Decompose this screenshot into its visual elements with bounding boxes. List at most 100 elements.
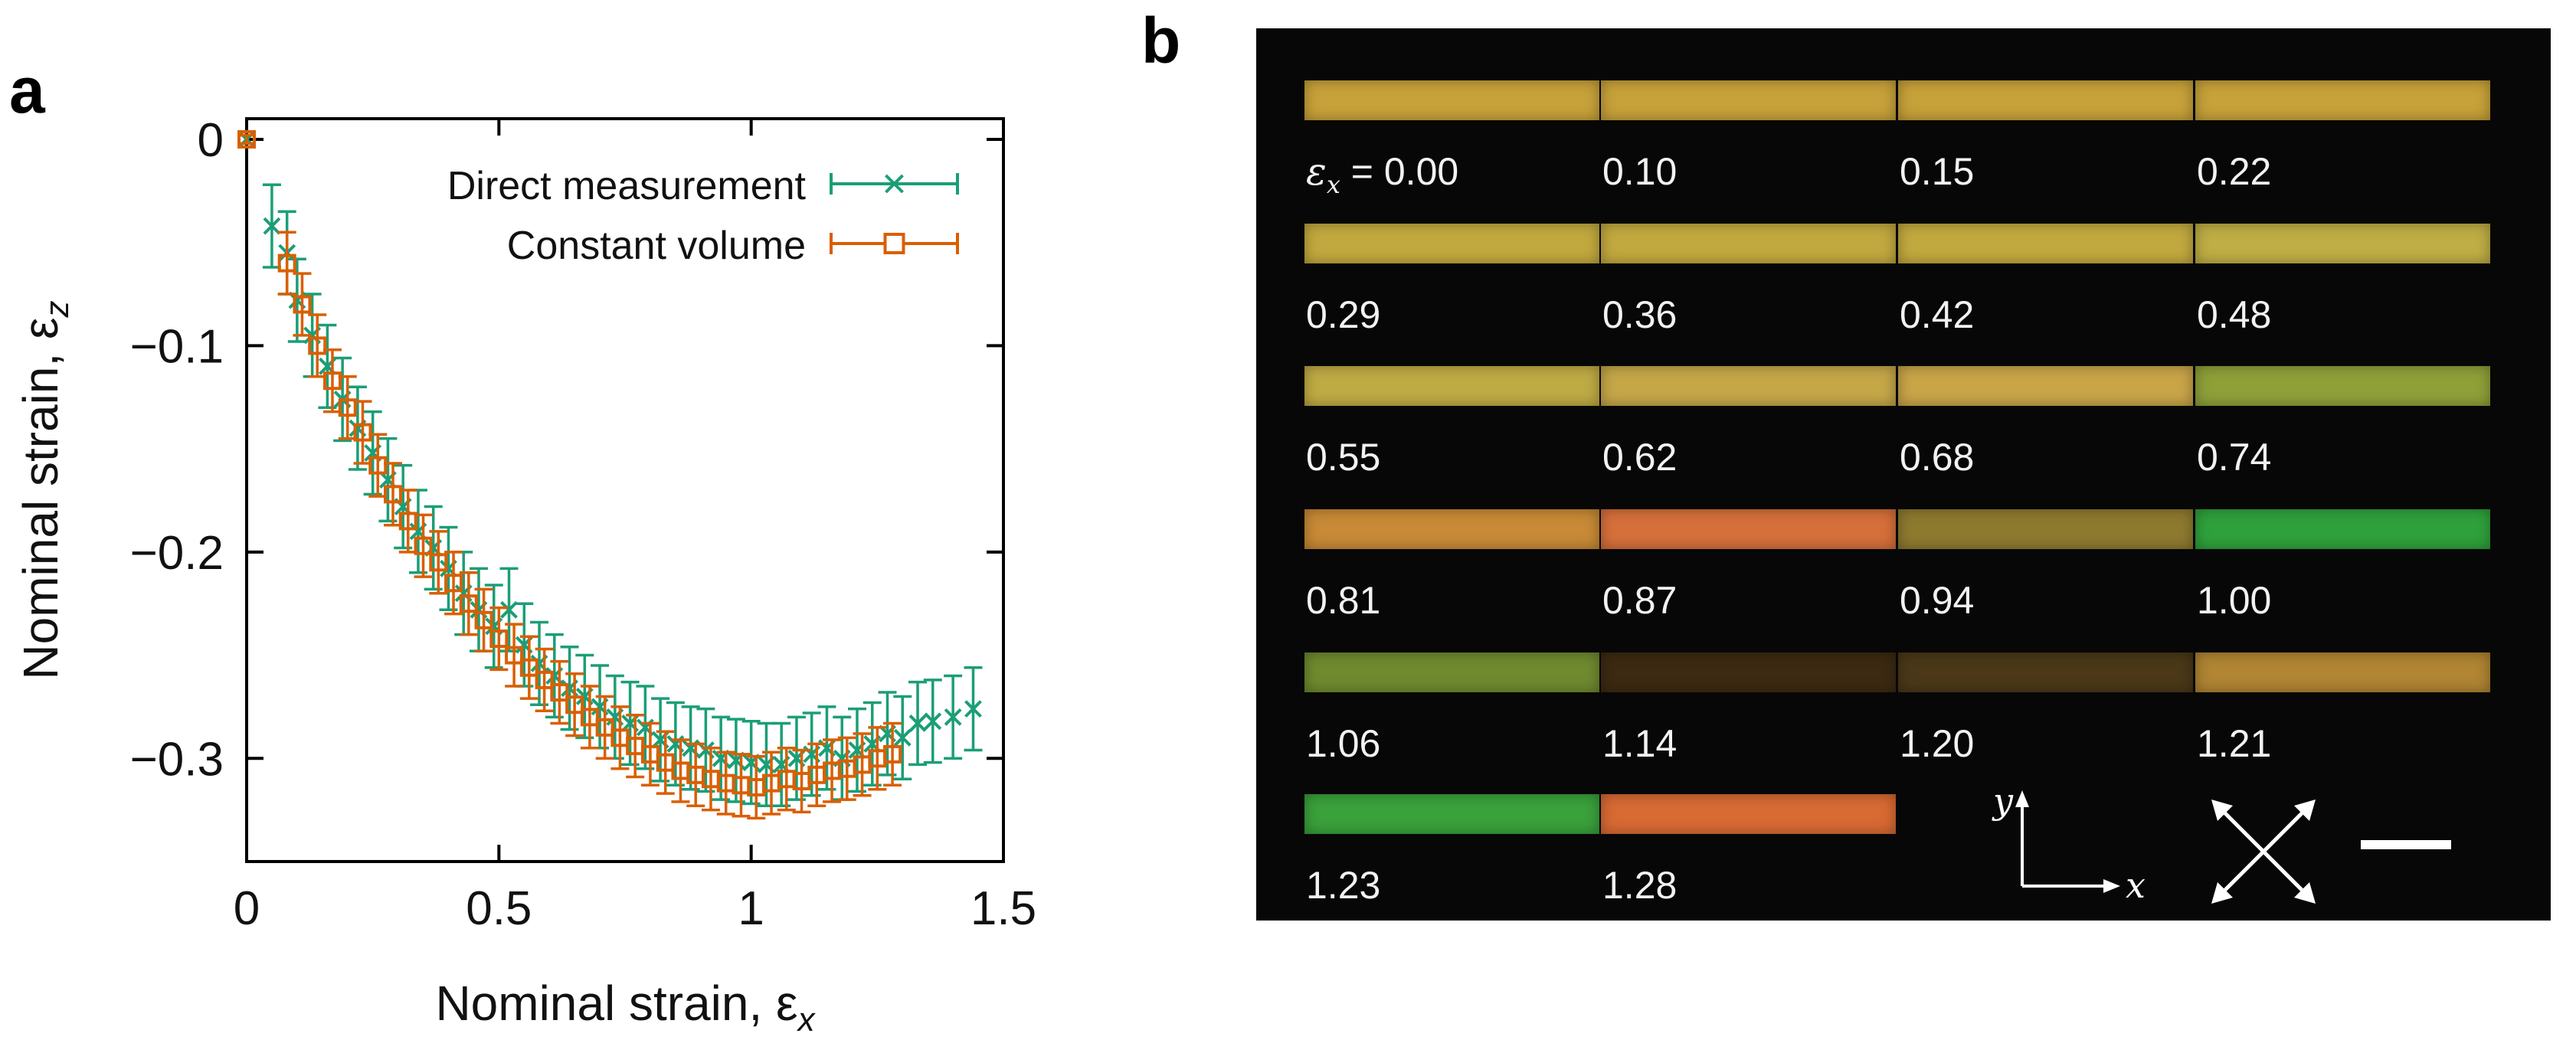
legend-label: Constant volume (507, 224, 806, 268)
strip-cell: 0.74 (2195, 366, 2490, 489)
data-point (474, 610, 493, 630)
marker-stroke (908, 715, 927, 732)
film-strip (1601, 652, 1896, 692)
strip-cell: 0.48 (2195, 224, 2490, 346)
strip-cell: 0.10 (1601, 80, 1896, 203)
film-strip (1304, 652, 1599, 692)
data-point (368, 456, 388, 475)
scale-bar (2361, 840, 2451, 849)
x-tick-label: 1.5 (971, 882, 1036, 935)
film-strip (1898, 652, 2193, 692)
strip-cell: 1.28 (1601, 794, 1896, 917)
film-strip (2195, 80, 2490, 120)
strip-cell: 1.20 (1898, 652, 2193, 775)
data-point (595, 718, 614, 737)
strip-cell: 1.06 (1304, 652, 1599, 775)
strain-label: 0.22 (2197, 150, 2272, 193)
film-strip (1898, 80, 2193, 120)
strip-cell: 1.14 (1601, 652, 1896, 775)
data-point (293, 295, 312, 314)
marker-stroke (944, 708, 962, 726)
data-point (500, 600, 518, 619)
strip-cell: 1.21 (2195, 652, 2490, 775)
film-strip (1898, 224, 2193, 263)
polarized-micrograph-panel: εx = 0.00 0.10 0.15 0.22 0.29 0.36 0.42 0.48 0.5… (1256, 28, 2551, 921)
data-point (322, 371, 342, 391)
strain-symbol: εx (1306, 149, 1340, 199)
strip-cell: 0.94 (1898, 509, 2193, 632)
strain-label: 1.00 (2197, 579, 2272, 622)
strain-label: 0.68 (1900, 436, 1975, 479)
legend-marker (883, 233, 905, 254)
data-point (398, 512, 417, 531)
xy-axes-indicator: y x (1992, 780, 2146, 898)
data-point (883, 744, 902, 764)
film-strip (1601, 794, 1896, 834)
data-point (924, 712, 942, 731)
marker-stroke (924, 712, 942, 731)
data-point (565, 695, 584, 715)
x-tick-label: 0 (234, 882, 260, 935)
strain-label: 0.36 (1602, 293, 1678, 336)
data-point (893, 728, 912, 747)
strain-label: 0.48 (2197, 293, 2272, 336)
y-tick-label: 0 (198, 114, 224, 167)
strip-cell: 0.87 (1601, 509, 1896, 632)
strain-chart: 0 0.5 1 1.5 0 −0.1 −0.2 −0.3 Nominal strain, εx N… (13, 114, 1036, 1038)
data-point (580, 708, 599, 727)
data-point (429, 553, 448, 572)
strain-label: 0.29 (1306, 293, 1381, 336)
data-point (519, 658, 538, 677)
film-strip (1601, 224, 1896, 263)
y-arrowhead (2015, 790, 2029, 807)
y-tick-label: −0.1 (130, 320, 224, 373)
x-arrowhead (2103, 879, 2120, 893)
series-constant-volume (237, 129, 902, 820)
x-axis-label: x (2126, 865, 2146, 898)
film-strip (1304, 509, 1599, 549)
data-point (263, 217, 281, 235)
strain-label: 1.20 (1900, 722, 1975, 765)
data-point (414, 536, 433, 555)
strip-cell: 0.42 (1898, 224, 2193, 346)
crossed-polarizer-icon (2211, 800, 2316, 904)
data-point (277, 253, 296, 273)
film-strip (2195, 224, 2490, 263)
legend-label: Direct measurement (447, 164, 807, 208)
film-strip (2195, 509, 2490, 549)
strain-label: 0.94 (1900, 579, 1975, 622)
legend-marker (885, 174, 904, 194)
marker-stroke (500, 600, 518, 619)
strain-label: 0.62 (1602, 436, 1678, 479)
data-point (964, 700, 982, 718)
strain-label: 0.10 (1602, 150, 1678, 193)
film-strip (2195, 366, 2490, 406)
film-strip (1304, 366, 1599, 406)
data-point (459, 594, 478, 613)
strain-label: 1.23 (1306, 864, 1381, 907)
strain-label: 0.87 (1602, 579, 1678, 622)
marker-stroke (964, 700, 982, 718)
y-tick-label: −0.3 (130, 733, 224, 786)
data-point (237, 129, 256, 149)
strip-cell: 1.00 (2195, 509, 2490, 632)
strip-cell: εx = 0.00 (1304, 80, 1599, 203)
strip-cell: 1.23 (1304, 794, 1599, 917)
film-strip (2195, 652, 2490, 692)
film-strip (1898, 366, 2193, 406)
y-tick-label: −0.2 (130, 527, 224, 580)
marker-stroke (263, 217, 281, 235)
data-point (908, 715, 927, 732)
x-axis-label: Nominal strain, εx (435, 976, 816, 1038)
strip-cell: 0.81 (1304, 509, 1599, 632)
data-point (338, 398, 357, 417)
strip-cell: 0.22 (2195, 80, 2490, 203)
strain-label: 1.14 (1602, 722, 1678, 765)
panel-b-label: b (1141, 5, 1181, 77)
y-axis-label: Nominal strain, εz (13, 300, 76, 679)
strip-cell: 0.15 (1898, 80, 2193, 203)
data-point (944, 708, 962, 726)
film-strip (1601, 366, 1896, 406)
marker-stroke (893, 728, 912, 747)
y-axis-label: y (1992, 780, 2014, 822)
